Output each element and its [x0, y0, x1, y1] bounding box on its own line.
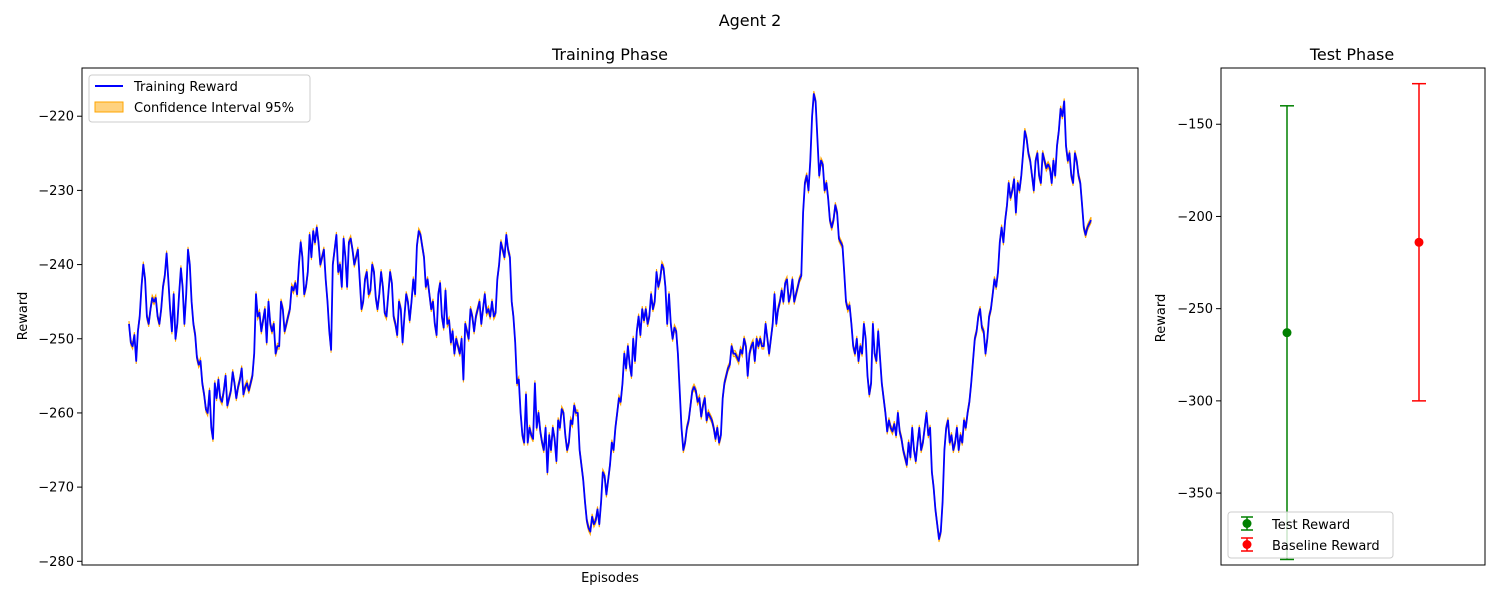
baseline-reward-point: [1414, 237, 1424, 247]
legend-label-test-reward: Test Reward: [1271, 518, 1350, 533]
training-y-tick-label: −280: [38, 555, 74, 570]
test-legend: Test Reward Baseline Reward: [1227, 511, 1394, 559]
training-y-axis-label: Reward: [16, 292, 31, 340]
test-y-tick-label: −300: [1177, 394, 1213, 409]
legend-label-training-reward: Training Reward: [133, 80, 238, 95]
training-x-axis-label: Episodes: [581, 571, 639, 586]
training-plot-frame: [81, 67, 1139, 566]
training-y-tick-label: −260: [38, 406, 74, 421]
legend-label-baseline-reward: Baseline Reward: [1272, 539, 1380, 554]
test-reward-point: [1282, 328, 1292, 338]
training-y-tick-label: −250: [38, 332, 74, 347]
test-y-tick-label: −200: [1177, 210, 1213, 225]
figure-suptitle: Agent 2: [719, 11, 782, 30]
test-y-axis: −350 −300 −250 −200 −150: [1177, 118, 1221, 502]
training-phase-title: Training Phase: [551, 45, 668, 64]
training-y-tick-label: −240: [38, 258, 74, 273]
training-phase-panel: Training Phase −280−270−260−250−240−230−…: [16, 45, 1139, 586]
test-y-tick-label: −150: [1177, 118, 1213, 133]
test-phase-panel: Test Phase −350 −300 −250 −200 −150 Reward T…: [1154, 45, 1486, 566]
test-y-axis-label: Reward: [1154, 294, 1169, 342]
test-phase-title: Test Phase: [1309, 45, 1394, 64]
test-plot-frame: [1220, 67, 1486, 566]
test-y-tick-label: −350: [1177, 487, 1213, 502]
training-y-axis: −280 −270 −260 −250 −240 −230 −220: [38, 110, 82, 570]
legend-swatch-test-reward: [1241, 516, 1253, 531]
training-legend-box: [88, 74, 311, 123]
legend-swatch-baseline-reward: [1241, 537, 1253, 552]
training-reward-line: [128, 93, 1092, 540]
legend-swatch-confidence-interval: [94, 101, 124, 113]
test-legend-box: [1227, 511, 1394, 559]
training-y-tick-label: −270: [38, 481, 74, 496]
legend-label-confidence-interval: Confidence Interval 95%: [134, 101, 294, 116]
training-legend: Training Reward Confidence Interval 95%: [88, 74, 311, 123]
test-phase-marks: [1280, 82, 1426, 561]
training-y-tick-label: −220: [38, 110, 74, 125]
confidence-interval-band: [128, 90, 1092, 543]
training-y-tick-label: −230: [38, 184, 74, 199]
confidence-interval-area: [128, 90, 1092, 543]
test-y-tick-label: −250: [1177, 302, 1213, 317]
training-reward-series: [128, 93, 1092, 540]
